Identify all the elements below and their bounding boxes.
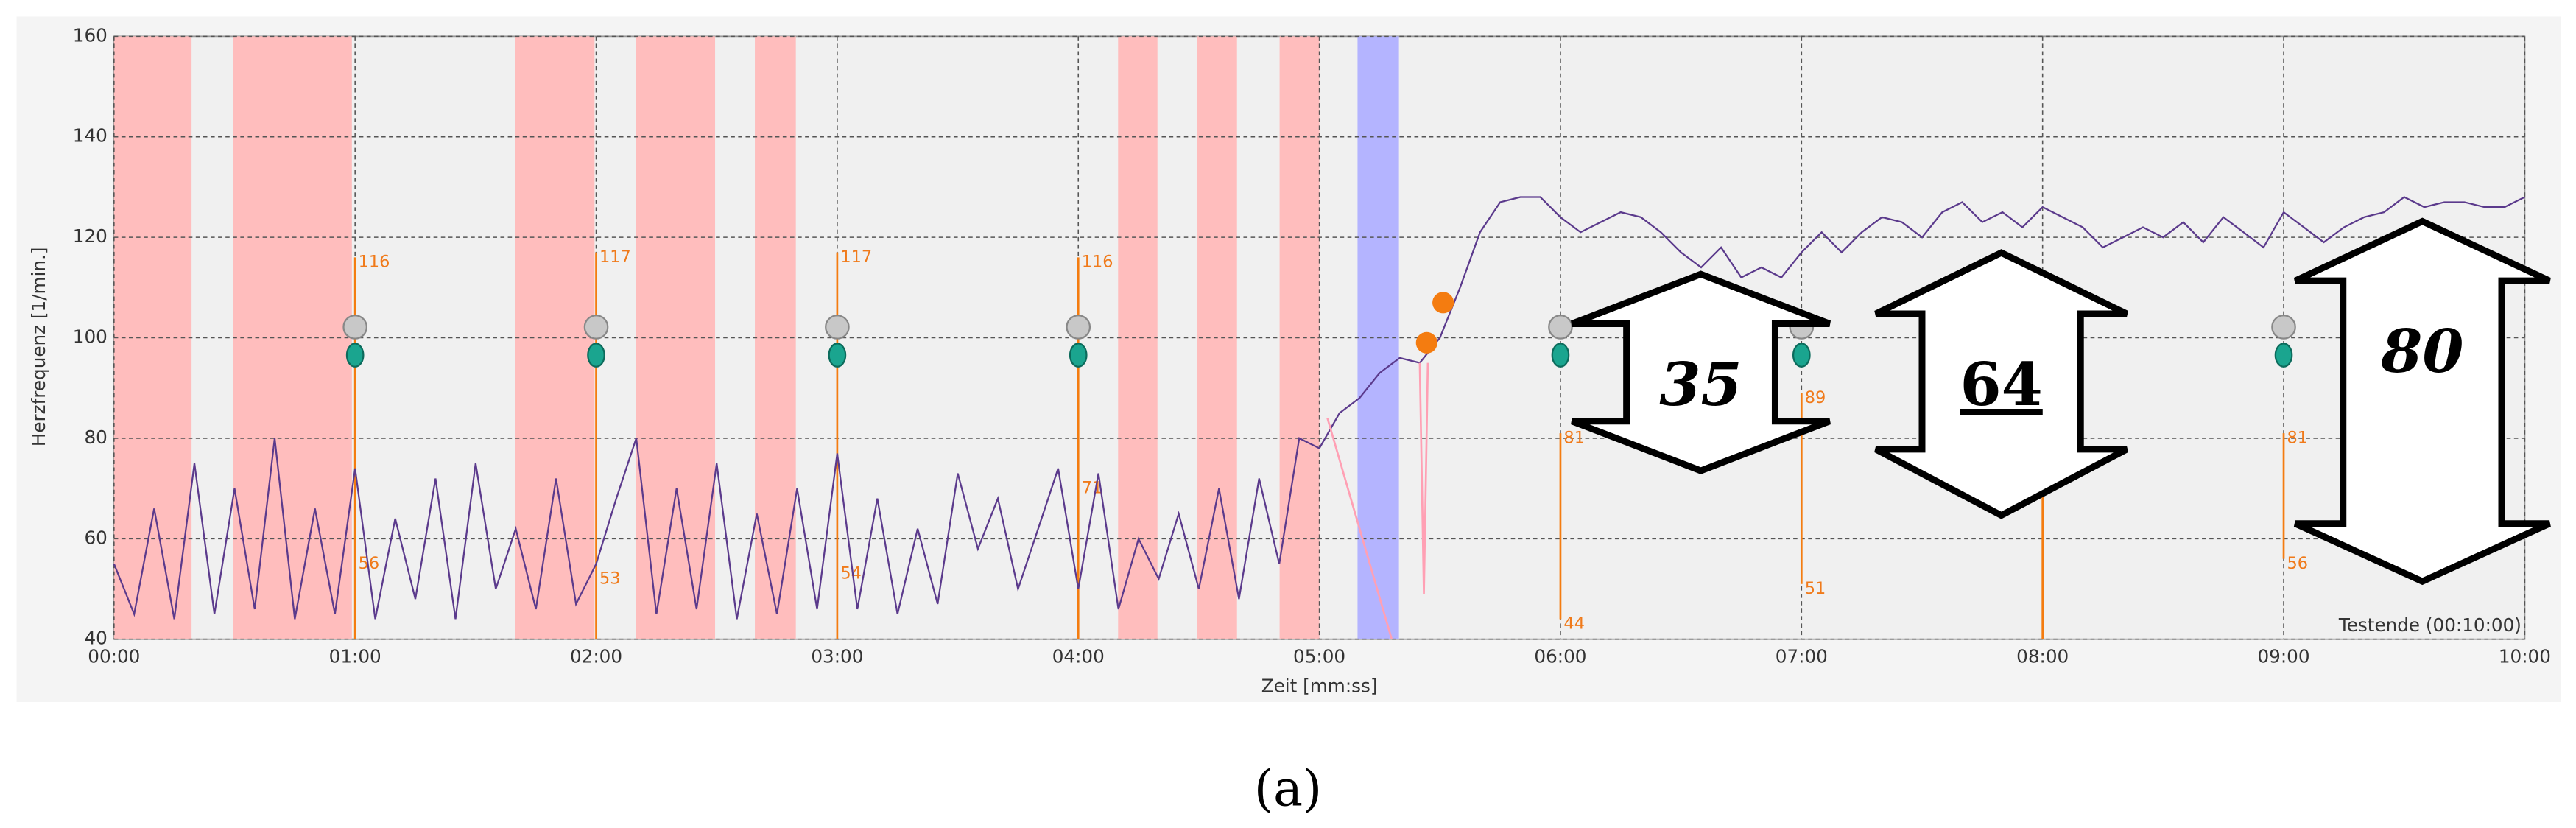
y-tick-label: 160 bbox=[73, 24, 108, 46]
marker-label: 81 bbox=[2287, 428, 2309, 447]
arrow bbox=[2293, 217, 2551, 586]
y-tick-label: 80 bbox=[84, 427, 107, 448]
marker-icon bbox=[1066, 315, 1091, 340]
marker-drop bbox=[1069, 343, 1088, 368]
x-tick-label: 07:00 bbox=[1776, 645, 1828, 667]
marker-label: 51 bbox=[1805, 579, 1826, 598]
x-tick-label: 09:00 bbox=[2257, 645, 2309, 667]
x-tick-label: 05:00 bbox=[1293, 645, 1345, 667]
marker-label: 117 bbox=[599, 248, 631, 267]
y-tick-label: 40 bbox=[84, 628, 107, 649]
marker-label: 44 bbox=[1563, 614, 1585, 634]
marker-icon bbox=[2271, 315, 2296, 340]
marker-label: 117 bbox=[840, 248, 872, 267]
marker-label: 53 bbox=[599, 569, 621, 588]
marker-icon bbox=[342, 315, 367, 340]
x-tick-label: 10:00 bbox=[2499, 645, 2551, 667]
marker-label: 81 bbox=[1563, 428, 1585, 447]
marker-drop bbox=[1551, 343, 1570, 368]
annotation: 80 bbox=[2380, 317, 2463, 387]
x-tick-label: 06:00 bbox=[1534, 645, 1586, 667]
marker-icon bbox=[583, 315, 609, 340]
x-tick-label: 00:00 bbox=[88, 645, 140, 667]
arrows bbox=[1571, 217, 2551, 586]
y-tick-label: 60 bbox=[84, 527, 107, 548]
x-tick-label: 01:00 bbox=[329, 645, 381, 667]
x-tick-label: 08:00 bbox=[2016, 645, 2069, 667]
annotation: 35 bbox=[1659, 350, 1742, 420]
interval-band bbox=[1118, 36, 1158, 639]
x-tick-label: 02:00 bbox=[570, 645, 622, 667]
marker-label: 116 bbox=[1082, 253, 1113, 272]
marker-label: 54 bbox=[840, 564, 862, 583]
heart-rate-line bbox=[1326, 362, 1429, 640]
arrow bbox=[1571, 270, 1831, 474]
y-axis-label: Herzfrequenz [1/min.] bbox=[28, 248, 49, 447]
marker-icon bbox=[825, 315, 850, 340]
marker-label: 89 bbox=[1805, 388, 1826, 407]
y-tick-label: 140 bbox=[73, 125, 108, 147]
caption: (a) bbox=[1254, 760, 1323, 818]
y-tick-label: 120 bbox=[73, 225, 108, 247]
event-dot bbox=[1432, 292, 1454, 314]
marker-drop bbox=[828, 343, 847, 368]
x-axis-label: Zeit [mm:ss] bbox=[1261, 676, 1378, 697]
marker-drop bbox=[345, 343, 365, 368]
arrow bbox=[1874, 249, 2129, 519]
marker-drop bbox=[587, 343, 605, 368]
annotation: 64 bbox=[1960, 350, 2042, 420]
marker-drop bbox=[1792, 343, 1811, 368]
y-tick-label: 100 bbox=[73, 326, 108, 348]
x-tick-label: 03:00 bbox=[811, 645, 863, 667]
marker-label: 56 bbox=[2287, 554, 2309, 573]
marker-drop bbox=[2274, 343, 2293, 368]
heart-rate-line bbox=[113, 196, 2525, 620]
event-dot bbox=[1415, 331, 1437, 354]
marker-label: 116 bbox=[359, 253, 390, 272]
x-tick-label: 04:00 bbox=[1052, 645, 1105, 667]
end-label: Testende (00:10:00) bbox=[2338, 614, 2522, 636]
marker-icon bbox=[1548, 315, 1573, 340]
